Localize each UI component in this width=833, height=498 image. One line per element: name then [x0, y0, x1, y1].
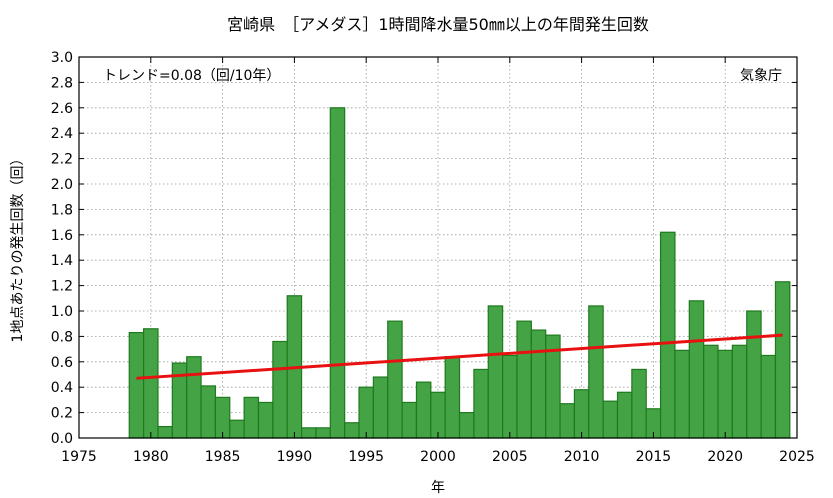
y-tick-label: 2.4	[51, 126, 73, 142]
y-axis-label: 1地点あたりの発生回数（回）	[10, 152, 26, 343]
bar-1991	[300, 427, 317, 439]
bar-1997	[387, 320, 403, 439]
x-tick-label: 2020	[707, 449, 743, 465]
bar-1979	[128, 331, 145, 439]
y-tick-label: 1.0	[51, 304, 73, 320]
bar-2018	[688, 300, 705, 439]
bar-2012	[602, 400, 619, 439]
bar-1998	[401, 401, 418, 439]
x-tick-label: 1990	[277, 449, 313, 465]
y-tick-label: 0.0	[51, 431, 73, 447]
trend-line-group	[136, 333, 783, 380]
bar-1993	[329, 107, 346, 439]
bar-1986	[229, 419, 245, 439]
x-tick-label: 1980	[133, 449, 169, 465]
x-tick-label: 2010	[564, 449, 600, 465]
bar-2017	[674, 349, 690, 439]
bar-2019	[703, 344, 719, 439]
y-tick-label: 0.2	[51, 406, 73, 422]
bar-2013	[616, 391, 633, 439]
y-tick-label: 2.8	[51, 75, 73, 91]
chart-title: 宮崎県 ［アメダス］1時間降水量50㎜以上の年間発生回数	[227, 15, 649, 34]
bar-2000	[430, 391, 446, 439]
y-tick-label: 2.0	[51, 177, 73, 193]
y-tick-label: 1.2	[51, 279, 73, 295]
bar-2022	[746, 310, 762, 439]
y-tick-label: 2.6	[51, 101, 73, 117]
x-axis-label: 年	[431, 480, 445, 496]
bar-2004	[487, 305, 504, 439]
bars	[128, 107, 791, 439]
bar-1988	[257, 401, 274, 439]
x-tick-label: 2025	[779, 449, 815, 465]
bar-2001	[444, 356, 461, 439]
bar-2021	[731, 344, 748, 439]
bar-2009	[559, 403, 576, 439]
x-tick-label: 1995	[348, 449, 384, 465]
x-tick-label: 2000	[420, 449, 456, 465]
y-tick-label: 3.0	[51, 50, 73, 66]
x-tick-label: 2005	[492, 449, 528, 465]
source-label: 気象庁	[740, 68, 782, 84]
trend-annotation: トレンド=0.08（回/10年）	[103, 68, 280, 84]
bar-2003	[473, 368, 489, 439]
y-tick-label: 2.2	[51, 152, 73, 168]
bar-1985	[214, 396, 231, 439]
bar-2011	[588, 305, 604, 439]
bar-2005	[502, 354, 518, 439]
bar-2006	[516, 320, 532, 439]
bar-1987	[243, 396, 260, 439]
y-tick-label: 0.8	[51, 329, 73, 345]
trend-line	[136, 333, 783, 380]
bar-2002	[458, 412, 475, 439]
bar-2023	[760, 354, 777, 439]
bar-2010	[573, 389, 590, 439]
bar-1994	[344, 422, 360, 439]
bar-1983	[186, 356, 202, 439]
bar-1980	[143, 328, 159, 439]
y-tick-label: 1.4	[51, 253, 73, 269]
bar-1995	[358, 386, 374, 439]
y-tick-label: 0.6	[51, 355, 73, 371]
x-tick-label: 2015	[636, 449, 672, 465]
bar-2007	[530, 329, 547, 439]
y-axis: 0.0 0.2 0.4 0.6 0.8 1.0 1.2 1.4 1.6 1.8 2.0 2.2 2.4 2…	[51, 50, 797, 447]
y-tick-label: 1.8	[51, 202, 73, 218]
bar-1992	[315, 427, 331, 439]
bar-1981	[157, 425, 173, 439]
bar-2014	[631, 368, 647, 439]
bar-1984	[200, 385, 217, 439]
bar-2020	[717, 349, 733, 439]
bar-1996	[372, 376, 389, 439]
bar-2024	[774, 281, 791, 439]
bar-1999	[415, 381, 432, 439]
bar-1989	[272, 340, 288, 439]
y-tick-label: 0.4	[51, 380, 73, 396]
bar-2016	[659, 231, 676, 439]
x-axis: 1975 1980 1985 1990 1995 2000 2005 2010 2015 2020…	[61, 57, 815, 465]
x-tick-label: 1975	[61, 449, 97, 465]
x-tick-label: 1985	[205, 449, 241, 465]
y-tick-label: 1.6	[51, 228, 73, 244]
